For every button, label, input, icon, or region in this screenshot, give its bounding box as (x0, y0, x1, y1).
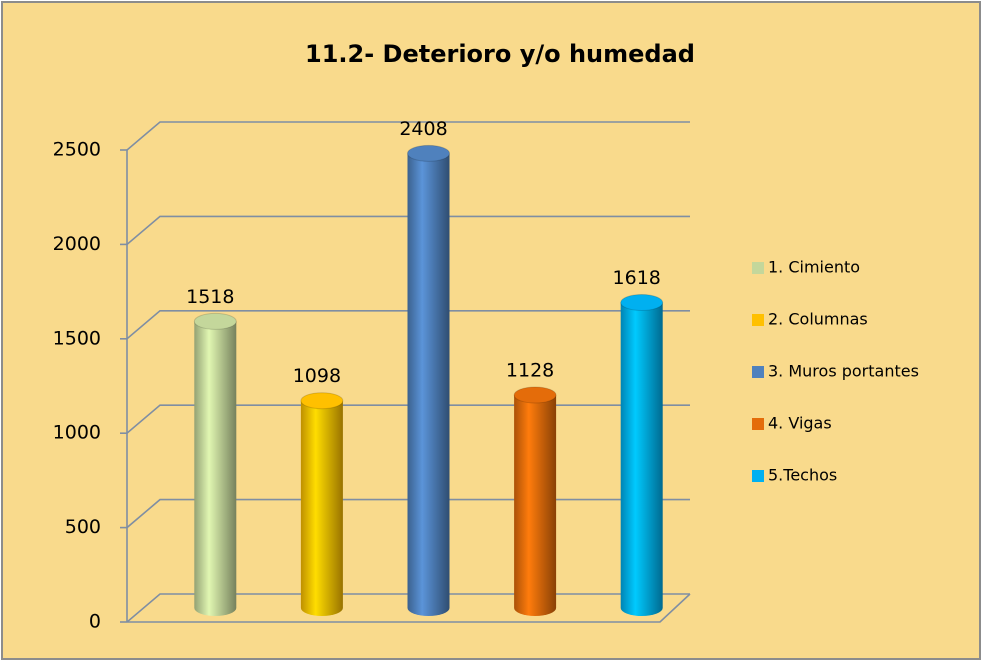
bar (514, 395, 557, 616)
legend-swatch (752, 366, 764, 378)
grid-line (126, 310, 690, 340)
legend-swatch (752, 470, 764, 482)
value-label: 1618 (613, 267, 661, 289)
legend-swatch (752, 262, 764, 274)
chart-title: 11.2- Deterioro y/o humedad (305, 40, 695, 68)
grid-line (126, 404, 690, 434)
legend-label: 4. Vigas (768, 414, 832, 433)
value-label: 1518 (186, 286, 234, 308)
legend-swatch (752, 314, 764, 326)
bar (620, 302, 663, 616)
y-tick-label: 2000 (53, 233, 101, 255)
y-tick-label: 1000 (53, 422, 101, 444)
value-label: 1128 (506, 360, 554, 382)
bar-top (513, 386, 557, 404)
floor (127, 593, 691, 623)
bar-top (407, 144, 450, 162)
legend-swatch (752, 418, 764, 430)
bar (300, 400, 343, 616)
value-label: 2408 (399, 118, 447, 140)
grid-line (126, 121, 690, 151)
legend-label: 5.Techos (768, 466, 837, 485)
bar-top (300, 392, 344, 410)
bar (194, 321, 237, 616)
legend-label: 3. Muros portantes (768, 362, 919, 381)
grid-line (126, 498, 690, 529)
bar (407, 153, 450, 616)
grid-line (126, 593, 690, 623)
bar-top (620, 294, 664, 312)
value-label: 1098 (293, 365, 341, 387)
legend-label: 2. Columnas (768, 310, 868, 329)
grid-line (126, 215, 690, 246)
y-tick-label: 500 (65, 516, 101, 538)
legend-label: 1. Cimiento (768, 258, 860, 277)
y-tick-label: 2500 (53, 139, 101, 161)
y-tick-label: 0 (89, 611, 101, 633)
y-tick-label: 1500 (53, 327, 101, 349)
bar-top (193, 312, 237, 330)
